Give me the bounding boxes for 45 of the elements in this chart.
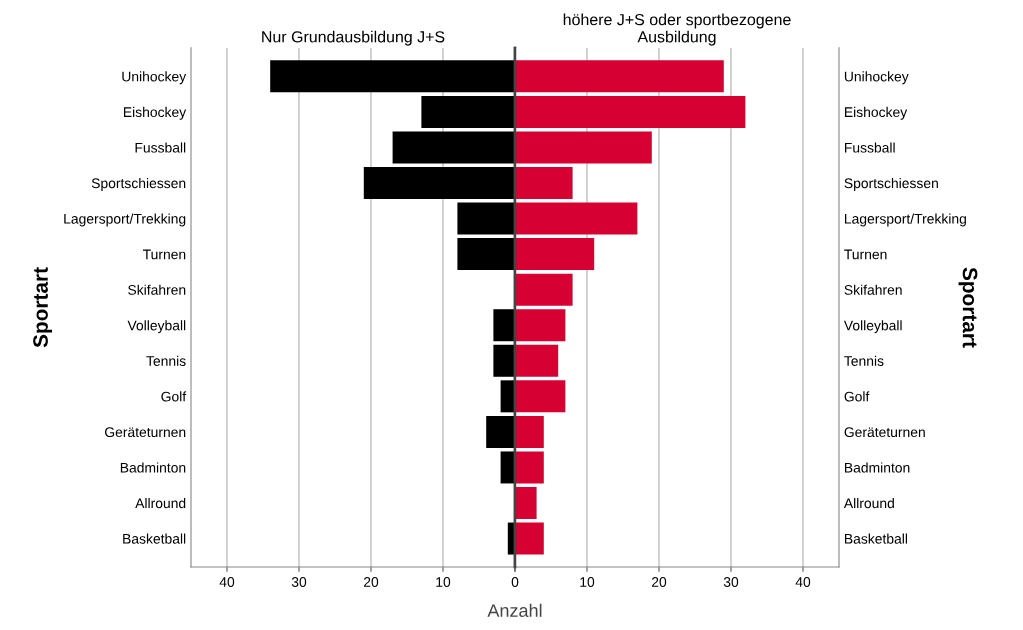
y-tick-label: Eishockey <box>123 106 187 120</box>
y-tick-label: Sportschiessen <box>91 177 186 191</box>
y-tick-label: Turnen <box>844 249 887 260</box>
y-tick-label: Allround <box>843 497 894 509</box>
y-tick-label: Geräteturnen <box>844 427 925 438</box>
chart-title: Nur Grundausbildung J+S <box>262 30 445 46</box>
y-tick-label: Volleyball <box>843 320 902 334</box>
y-axis-title: Sportart <box>33 267 53 348</box>
y-tick-label: Sportschiessen <box>844 177 938 191</box>
x-tick-label: 40 <box>219 577 235 587</box>
y-tick-label: Unihockey <box>844 71 909 85</box>
y-tick-label: Allround <box>135 497 186 509</box>
y-tick-label: Fussball <box>845 142 895 153</box>
y-tick-label: Skifahren <box>844 284 902 295</box>
y-tick-label: Basketball <box>845 533 908 544</box>
x-axis-title: Anzahl <box>487 603 542 617</box>
y-tick-label: Eishockey <box>845 106 908 120</box>
x-tick-label: 40 <box>795 577 811 587</box>
y-axis-title: Sportart <box>958 267 978 348</box>
x-tick-label: 20 <box>651 577 667 587</box>
bar <box>515 273 573 306</box>
bar <box>500 380 515 413</box>
x-tick-label: 10 <box>580 577 595 587</box>
y-tick-label: Skifahren <box>128 284 186 295</box>
x-tick-label: 30 <box>291 577 307 587</box>
y-tick-label: Unihockey <box>122 71 187 85</box>
y-tick-label: Volleyball <box>127 320 186 334</box>
y-tick-label: Turnen <box>142 249 186 260</box>
y-tick-label: Lagersport/Trekking <box>64 213 186 227</box>
x-tick-label: 0 <box>511 577 519 587</box>
bar <box>515 487 537 519</box>
x-tick-label: 20 <box>363 577 379 587</box>
y-tick-label: Fussball <box>135 142 186 153</box>
y-tick-label: Tennis <box>844 355 884 366</box>
y-tick-label: Badminton <box>845 462 910 473</box>
y-tick-label: Basketball <box>123 533 186 544</box>
y-tick-label: Golf <box>161 391 187 402</box>
x-tick-label: 30 <box>723 577 739 587</box>
y-tick-label: Tennis <box>146 355 186 366</box>
y-tick-label: Geräteturnen <box>105 427 186 438</box>
y-tick-label: Golf <box>844 391 870 402</box>
y-tick-label: Lagersport/Trekking <box>845 213 966 227</box>
x-tick-label: 10 <box>436 577 451 587</box>
chart-title: höhere J+S oder sportbezogene Ausbildung <box>563 13 791 46</box>
y-tick-label: Badminton <box>120 462 186 473</box>
